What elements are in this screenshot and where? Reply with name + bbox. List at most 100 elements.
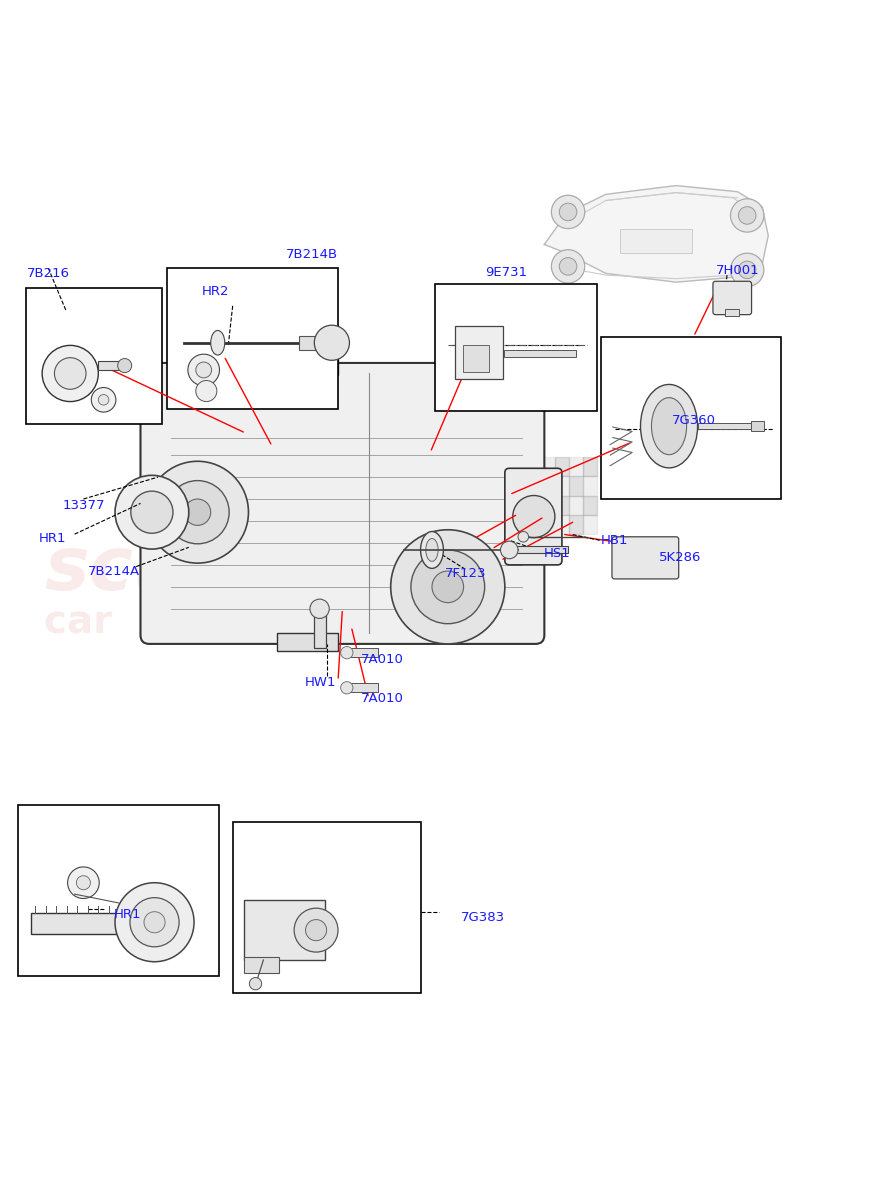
Circle shape — [559, 203, 576, 221]
Bar — [244, 958, 279, 973]
Bar — [526, 515, 540, 534]
FancyBboxPatch shape — [140, 362, 544, 644]
Circle shape — [144, 912, 165, 932]
Bar — [568, 457, 582, 476]
FancyBboxPatch shape — [504, 468, 561, 565]
Text: 7A010: 7A010 — [360, 692, 403, 704]
Text: 7G383: 7G383 — [460, 911, 504, 924]
Bar — [276, 634, 338, 650]
Bar — [601, 337, 781, 499]
Bar — [98, 361, 123, 370]
Bar — [462, 346, 488, 372]
Circle shape — [390, 529, 504, 644]
Circle shape — [551, 196, 584, 229]
Circle shape — [730, 253, 763, 287]
Bar — [724, 310, 738, 317]
Circle shape — [118, 359, 132, 372]
Circle shape — [130, 898, 179, 947]
Bar — [298, 336, 332, 349]
Circle shape — [115, 475, 189, 550]
Circle shape — [410, 550, 484, 624]
Bar — [568, 515, 582, 534]
Bar — [582, 496, 596, 515]
Circle shape — [738, 206, 755, 224]
Circle shape — [500, 541, 517, 559]
Bar — [750, 421, 763, 432]
Ellipse shape — [210, 330, 225, 355]
Bar — [526, 496, 540, 515]
Circle shape — [76, 876, 90, 889]
Bar — [26, 288, 162, 425]
Text: HR1: HR1 — [113, 908, 141, 920]
Circle shape — [42, 346, 98, 402]
Circle shape — [184, 499, 210, 526]
Text: 7B214A: 7B214A — [88, 564, 140, 577]
Text: 7B214B: 7B214B — [285, 248, 338, 262]
Circle shape — [54, 358, 86, 389]
Bar — [454, 326, 503, 379]
Circle shape — [196, 362, 211, 378]
Bar — [568, 476, 582, 496]
Bar — [568, 496, 582, 515]
Circle shape — [340, 682, 353, 694]
Bar — [31, 912, 123, 934]
Text: HS1: HS1 — [544, 547, 570, 560]
Text: HW1: HW1 — [304, 676, 336, 689]
Bar — [554, 457, 568, 476]
Bar — [503, 349, 575, 356]
Ellipse shape — [425, 539, 438, 562]
Bar — [244, 900, 324, 960]
Bar — [346, 684, 377, 692]
Bar — [314, 612, 325, 648]
Text: scuderia: scuderia — [44, 533, 404, 606]
Bar — [697, 422, 750, 428]
Bar — [510, 546, 567, 553]
Circle shape — [517, 532, 528, 542]
Bar — [554, 476, 568, 496]
Circle shape — [431, 571, 463, 602]
Bar — [18, 804, 219, 976]
Bar — [619, 229, 691, 253]
Bar — [540, 476, 554, 496]
Bar — [540, 457, 554, 476]
Circle shape — [559, 258, 576, 275]
Ellipse shape — [420, 532, 443, 569]
Circle shape — [91, 388, 116, 412]
Text: HR1: HR1 — [39, 532, 67, 545]
Text: 7G360: 7G360 — [671, 414, 715, 427]
Circle shape — [196, 380, 217, 402]
Circle shape — [730, 199, 763, 232]
Text: 13377: 13377 — [62, 499, 104, 511]
Bar — [232, 822, 421, 994]
Circle shape — [68, 866, 99, 899]
Circle shape — [294, 908, 338, 952]
Bar — [554, 496, 568, 515]
Circle shape — [305, 919, 326, 941]
Text: 7F123: 7F123 — [444, 568, 486, 580]
Text: 7H001: 7H001 — [715, 264, 759, 277]
Circle shape — [249, 978, 261, 990]
Bar — [554, 515, 568, 534]
Bar — [250, 358, 338, 376]
Ellipse shape — [640, 384, 696, 468]
Text: 7A010: 7A010 — [360, 653, 403, 666]
Bar — [167, 268, 338, 408]
Ellipse shape — [651, 397, 686, 455]
Bar — [346, 648, 377, 658]
Circle shape — [340, 647, 353, 659]
Text: HB1: HB1 — [600, 534, 628, 547]
Circle shape — [146, 461, 248, 563]
Text: 9E731: 9E731 — [485, 266, 527, 280]
FancyBboxPatch shape — [611, 536, 678, 578]
Bar — [540, 515, 554, 534]
Bar — [526, 457, 540, 476]
Circle shape — [314, 325, 349, 360]
Bar — [540, 496, 554, 515]
Bar — [582, 515, 596, 534]
Circle shape — [738, 262, 755, 278]
Circle shape — [310, 599, 329, 618]
Circle shape — [512, 496, 554, 538]
Circle shape — [188, 354, 219, 385]
Text: HR2: HR2 — [201, 286, 229, 299]
Circle shape — [98, 395, 109, 406]
